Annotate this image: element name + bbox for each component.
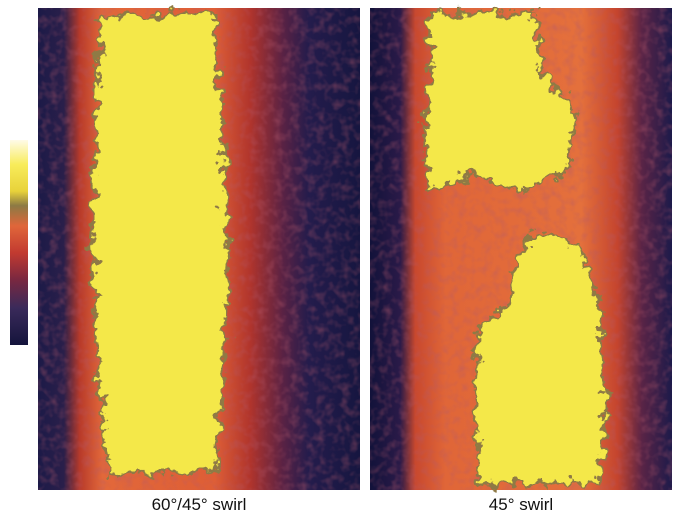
heatmap-right <box>370 8 672 490</box>
color-bar <box>10 140 28 345</box>
panel-label: 45° swirl <box>489 495 553 514</box>
heatmap-left <box>38 8 360 490</box>
panel-label: 60°/45° swirl <box>152 495 247 514</box>
